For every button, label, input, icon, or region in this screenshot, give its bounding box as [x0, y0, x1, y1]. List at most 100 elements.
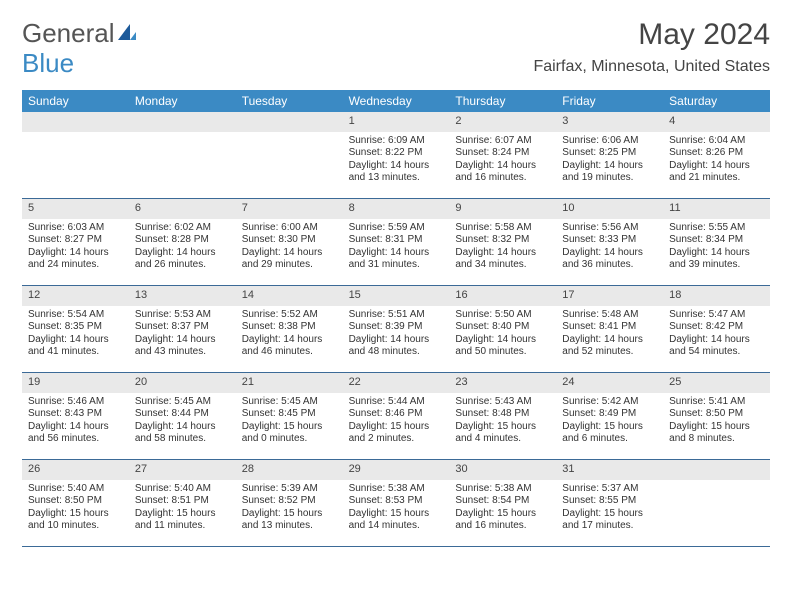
day-number: 23	[449, 373, 556, 393]
day-number: 9	[449, 199, 556, 219]
dayname-monday: Monday	[129, 90, 236, 112]
day-number: 6	[129, 199, 236, 219]
daylight-line-b: and 43 minutes.	[135, 346, 230, 359]
calendar-day-cell: 28Sunrise: 5:39 AMSunset: 8:52 PMDayligh…	[236, 460, 343, 546]
sunrise-text: Sunrise: 5:38 AM	[349, 483, 444, 496]
day-number: 18	[663, 286, 770, 306]
calendar: Sunday Monday Tuesday Wednesday Thursday…	[22, 90, 770, 547]
sunrise-text: Sunrise: 6:00 AM	[242, 222, 337, 235]
day-content: Sunrise: 5:50 AMSunset: 8:40 PMDaylight:…	[449, 306, 556, 365]
calendar-day-cell: 3Sunrise: 6:06 AMSunset: 8:25 PMDaylight…	[556, 112, 663, 198]
day-number: 8	[343, 199, 450, 219]
daylight-line-b: and 31 minutes.	[349, 259, 444, 272]
sunrise-text: Sunrise: 5:46 AM	[28, 396, 123, 409]
daylight-line-a: Daylight: 15 hours	[242, 508, 337, 521]
sunset-text: Sunset: 8:22 PM	[349, 147, 444, 160]
day-number: 19	[22, 373, 129, 393]
logo-word-blue: Blue	[22, 48, 74, 79]
daylight-line-a: Daylight: 15 hours	[455, 421, 550, 434]
day-number: 20	[129, 373, 236, 393]
daylight-line-b: and 16 minutes.	[455, 520, 550, 533]
dayname-tuesday: Tuesday	[236, 90, 343, 112]
day-number	[663, 460, 770, 480]
calendar-day-cell: 15Sunrise: 5:51 AMSunset: 8:39 PMDayligh…	[343, 286, 450, 372]
daylight-line-b: and 13 minutes.	[242, 520, 337, 533]
day-content: Sunrise: 5:55 AMSunset: 8:34 PMDaylight:…	[663, 219, 770, 278]
sunrise-text: Sunrise: 5:37 AM	[562, 483, 657, 496]
sunset-text: Sunset: 8:26 PM	[669, 147, 764, 160]
daylight-line-b: and 24 minutes.	[28, 259, 123, 272]
daylight-line-b: and 48 minutes.	[349, 346, 444, 359]
calendar-day-cell: 2Sunrise: 6:07 AMSunset: 8:24 PMDaylight…	[449, 112, 556, 198]
calendar-day-cell: 8Sunrise: 5:59 AMSunset: 8:31 PMDaylight…	[343, 199, 450, 285]
sunset-text: Sunset: 8:45 PM	[242, 408, 337, 421]
calendar-day-cell: 19Sunrise: 5:46 AMSunset: 8:43 PMDayligh…	[22, 373, 129, 459]
day-number: 22	[343, 373, 450, 393]
daylight-line-a: Daylight: 14 hours	[562, 334, 657, 347]
sunrise-text: Sunrise: 6:09 AM	[349, 135, 444, 148]
sunrise-text: Sunrise: 5:42 AM	[562, 396, 657, 409]
calendar-day-cell: 20Sunrise: 5:45 AMSunset: 8:44 PMDayligh…	[129, 373, 236, 459]
calendar-day-cell	[663, 460, 770, 546]
calendar-day-cell: 29Sunrise: 5:38 AMSunset: 8:53 PMDayligh…	[343, 460, 450, 546]
calendar-week: 19Sunrise: 5:46 AMSunset: 8:43 PMDayligh…	[22, 373, 770, 460]
day-number: 15	[343, 286, 450, 306]
sunrise-text: Sunrise: 5:53 AM	[135, 309, 230, 322]
daylight-line-a: Daylight: 15 hours	[669, 421, 764, 434]
dayname-wednesday: Wednesday	[343, 90, 450, 112]
daylight-line-b: and 10 minutes.	[28, 520, 123, 533]
day-content: Sunrise: 5:58 AMSunset: 8:32 PMDaylight:…	[449, 219, 556, 278]
day-number: 3	[556, 112, 663, 132]
logo-word-general: General	[22, 18, 115, 49]
day-content: Sunrise: 6:07 AMSunset: 8:24 PMDaylight:…	[449, 132, 556, 191]
daylight-line-a: Daylight: 14 hours	[28, 247, 123, 260]
sunrise-text: Sunrise: 5:55 AM	[669, 222, 764, 235]
day-number: 14	[236, 286, 343, 306]
daylight-line-a: Daylight: 14 hours	[455, 247, 550, 260]
daylight-line-a: Daylight: 15 hours	[242, 421, 337, 434]
sunset-text: Sunset: 8:52 PM	[242, 495, 337, 508]
sunrise-text: Sunrise: 5:52 AM	[242, 309, 337, 322]
calendar-day-cell: 6Sunrise: 6:02 AMSunset: 8:28 PMDaylight…	[129, 199, 236, 285]
calendar-day-cell: 11Sunrise: 5:55 AMSunset: 8:34 PMDayligh…	[663, 199, 770, 285]
daylight-line-a: Daylight: 14 hours	[28, 421, 123, 434]
daylight-line-b: and 19 minutes.	[562, 172, 657, 185]
day-content: Sunrise: 5:40 AMSunset: 8:50 PMDaylight:…	[22, 480, 129, 539]
calendar-day-cell: 14Sunrise: 5:52 AMSunset: 8:38 PMDayligh…	[236, 286, 343, 372]
daylight-line-b: and 54 minutes.	[669, 346, 764, 359]
sunrise-text: Sunrise: 5:54 AM	[28, 309, 123, 322]
day-content: Sunrise: 6:04 AMSunset: 8:26 PMDaylight:…	[663, 132, 770, 191]
sunrise-text: Sunrise: 5:43 AM	[455, 396, 550, 409]
sunset-text: Sunset: 8:28 PM	[135, 234, 230, 247]
daylight-line-a: Daylight: 15 hours	[562, 421, 657, 434]
daylight-line-a: Daylight: 14 hours	[455, 334, 550, 347]
day-number: 17	[556, 286, 663, 306]
sunset-text: Sunset: 8:33 PM	[562, 234, 657, 247]
daylight-line-a: Daylight: 14 hours	[562, 160, 657, 173]
daylight-line-a: Daylight: 14 hours	[669, 334, 764, 347]
day-content: Sunrise: 5:56 AMSunset: 8:33 PMDaylight:…	[556, 219, 663, 278]
calendar-day-cell: 25Sunrise: 5:41 AMSunset: 8:50 PMDayligh…	[663, 373, 770, 459]
calendar-day-cell: 23Sunrise: 5:43 AMSunset: 8:48 PMDayligh…	[449, 373, 556, 459]
daylight-line-a: Daylight: 14 hours	[28, 334, 123, 347]
sunrise-text: Sunrise: 6:03 AM	[28, 222, 123, 235]
sunrise-text: Sunrise: 5:38 AM	[455, 483, 550, 496]
calendar-day-cell: 13Sunrise: 5:53 AMSunset: 8:37 PMDayligh…	[129, 286, 236, 372]
calendar-day-cell	[22, 112, 129, 198]
sunrise-text: Sunrise: 5:48 AM	[562, 309, 657, 322]
daylight-line-b: and 29 minutes.	[242, 259, 337, 272]
daylight-line-b: and 6 minutes.	[562, 433, 657, 446]
sunset-text: Sunset: 8:49 PM	[562, 408, 657, 421]
daylight-line-a: Daylight: 15 hours	[28, 508, 123, 521]
day-content: Sunrise: 5:53 AMSunset: 8:37 PMDaylight:…	[129, 306, 236, 365]
calendar-day-cell: 16Sunrise: 5:50 AMSunset: 8:40 PMDayligh…	[449, 286, 556, 372]
daylight-line-b: and 36 minutes.	[562, 259, 657, 272]
logo-sail-icon	[116, 18, 138, 49]
daylight-line-a: Daylight: 15 hours	[562, 508, 657, 521]
day-number: 10	[556, 199, 663, 219]
daylight-line-b: and 50 minutes.	[455, 346, 550, 359]
sunrise-text: Sunrise: 5:47 AM	[669, 309, 764, 322]
calendar-day-cell: 21Sunrise: 5:45 AMSunset: 8:45 PMDayligh…	[236, 373, 343, 459]
day-content: Sunrise: 6:06 AMSunset: 8:25 PMDaylight:…	[556, 132, 663, 191]
sunset-text: Sunset: 8:50 PM	[669, 408, 764, 421]
